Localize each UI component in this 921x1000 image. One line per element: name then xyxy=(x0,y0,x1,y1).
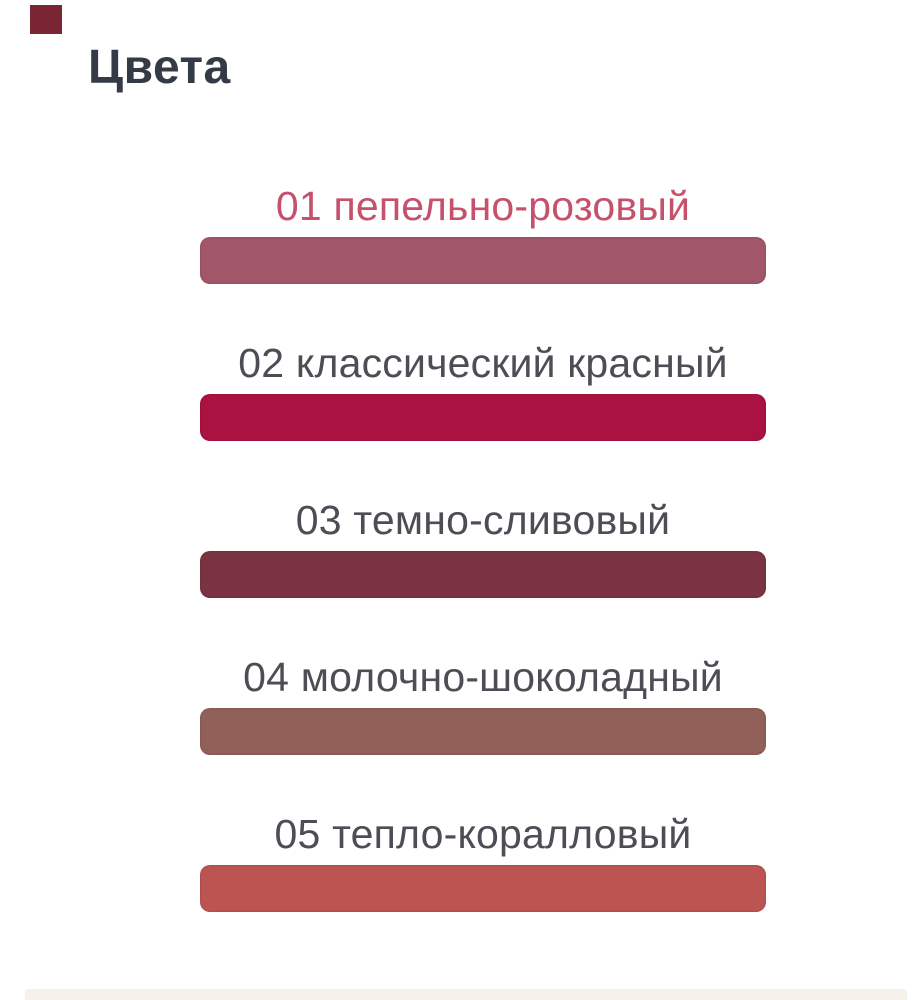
swatch-color-bar[interactable] xyxy=(200,551,766,598)
swatch-option-01[interactable]: 01 пепельно-розовый xyxy=(200,180,766,284)
swatch-color-bar[interactable] xyxy=(200,394,766,441)
page-title: Цвета xyxy=(88,41,231,94)
top-left-color-chip xyxy=(30,5,62,34)
swatch-option-02[interactable]: 02 классический красный xyxy=(200,337,766,441)
next-section-edge xyxy=(25,989,907,1000)
swatch-color-bar[interactable] xyxy=(200,865,766,912)
swatch-label: 04 молочно-шоколадный xyxy=(243,654,723,700)
swatch-color-bar[interactable] xyxy=(200,237,766,284)
swatch-option-04[interactable]: 04 молочно-шоколадный xyxy=(200,651,766,755)
swatch-label: 05 тепло-коралловый xyxy=(274,811,692,857)
swatch-label: 01 пепельно-розовый xyxy=(275,183,691,229)
swatch-option-03[interactable]: 03 темно-сливовый xyxy=(200,494,766,598)
swatch-color-bar[interactable] xyxy=(200,708,766,755)
swatch-label: 02 классический красный xyxy=(238,340,728,386)
swatch-option-05[interactable]: 05 тепло-коралловый xyxy=(200,808,766,912)
swatch-label: 03 темно-сливовый xyxy=(295,497,671,543)
